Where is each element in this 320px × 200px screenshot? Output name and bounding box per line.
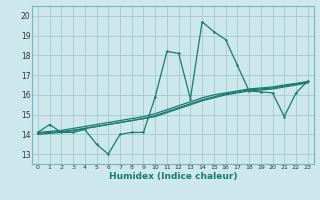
X-axis label: Humidex (Indice chaleur): Humidex (Indice chaleur) xyxy=(108,172,237,181)
